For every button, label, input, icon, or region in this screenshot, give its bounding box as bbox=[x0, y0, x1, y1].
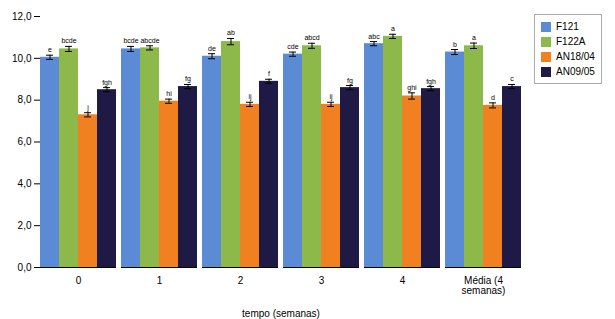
svg-text:a: a bbox=[391, 25, 395, 32]
svg-text:abcd: abcd bbox=[304, 34, 319, 41]
svg-text:0,0: 0,0 bbox=[18, 262, 32, 273]
svg-text:0: 0 bbox=[76, 275, 82, 286]
svg-text:8,0: 8,0 bbox=[18, 94, 32, 105]
svg-text:ghi: ghi bbox=[407, 84, 417, 92]
svg-text:10,0: 10,0 bbox=[12, 53, 32, 64]
svg-text:b: b bbox=[453, 41, 457, 48]
svg-text:2: 2 bbox=[238, 275, 244, 286]
svg-text:1: 1 bbox=[157, 275, 163, 286]
svg-text:4,0: 4,0 bbox=[18, 178, 32, 189]
svg-text:hi: hi bbox=[166, 90, 172, 97]
svg-text:tempo (semanas): tempo (semanas) bbox=[242, 308, 320, 319]
svg-text:3: 3 bbox=[319, 275, 325, 286]
svg-text:fg: fg bbox=[347, 77, 353, 85]
svg-text:c: c bbox=[510, 75, 514, 82]
svg-text:ij: ij bbox=[248, 93, 252, 101]
html-text:AN09/05: AN09/05 bbox=[556, 66, 595, 77]
svg-text:6,0: 6,0 bbox=[18, 136, 32, 147]
html-text:AN18/04: AN18/04 bbox=[556, 51, 595, 62]
html-text:F121: F121 bbox=[556, 21, 579, 32]
svg-text:2,0: 2,0 bbox=[18, 220, 32, 231]
html-text:F122A: F122A bbox=[556, 36, 586, 47]
svg-text:a: a bbox=[472, 34, 476, 41]
svg-text:4: 4 bbox=[400, 275, 406, 286]
svg-text:abcde: abcde bbox=[140, 37, 159, 44]
svg-text:bcde: bcde bbox=[61, 37, 76, 44]
svg-text:e: e bbox=[48, 46, 52, 53]
svg-text:f: f bbox=[268, 70, 270, 77]
svg-text:fgh: fgh bbox=[426, 78, 436, 86]
svg-text:fgh: fgh bbox=[102, 79, 112, 87]
svg-text:fg: fg bbox=[185, 75, 191, 83]
svg-text:j: j bbox=[86, 104, 89, 112]
svg-text:Média (4semanas): Média (4semanas) bbox=[462, 275, 506, 296]
svg-text:ab: ab bbox=[227, 29, 235, 36]
svg-text:abc: abc bbox=[368, 33, 380, 40]
svg-text:bcde: bcde bbox=[123, 37, 138, 44]
svg-text:12,0: 12,0 bbox=[12, 11, 32, 22]
svg-text:de: de bbox=[208, 45, 216, 52]
svg-text:d: d bbox=[491, 94, 495, 101]
svg-text:cde: cde bbox=[287, 43, 298, 50]
svg-text:ij: ij bbox=[329, 93, 333, 101]
